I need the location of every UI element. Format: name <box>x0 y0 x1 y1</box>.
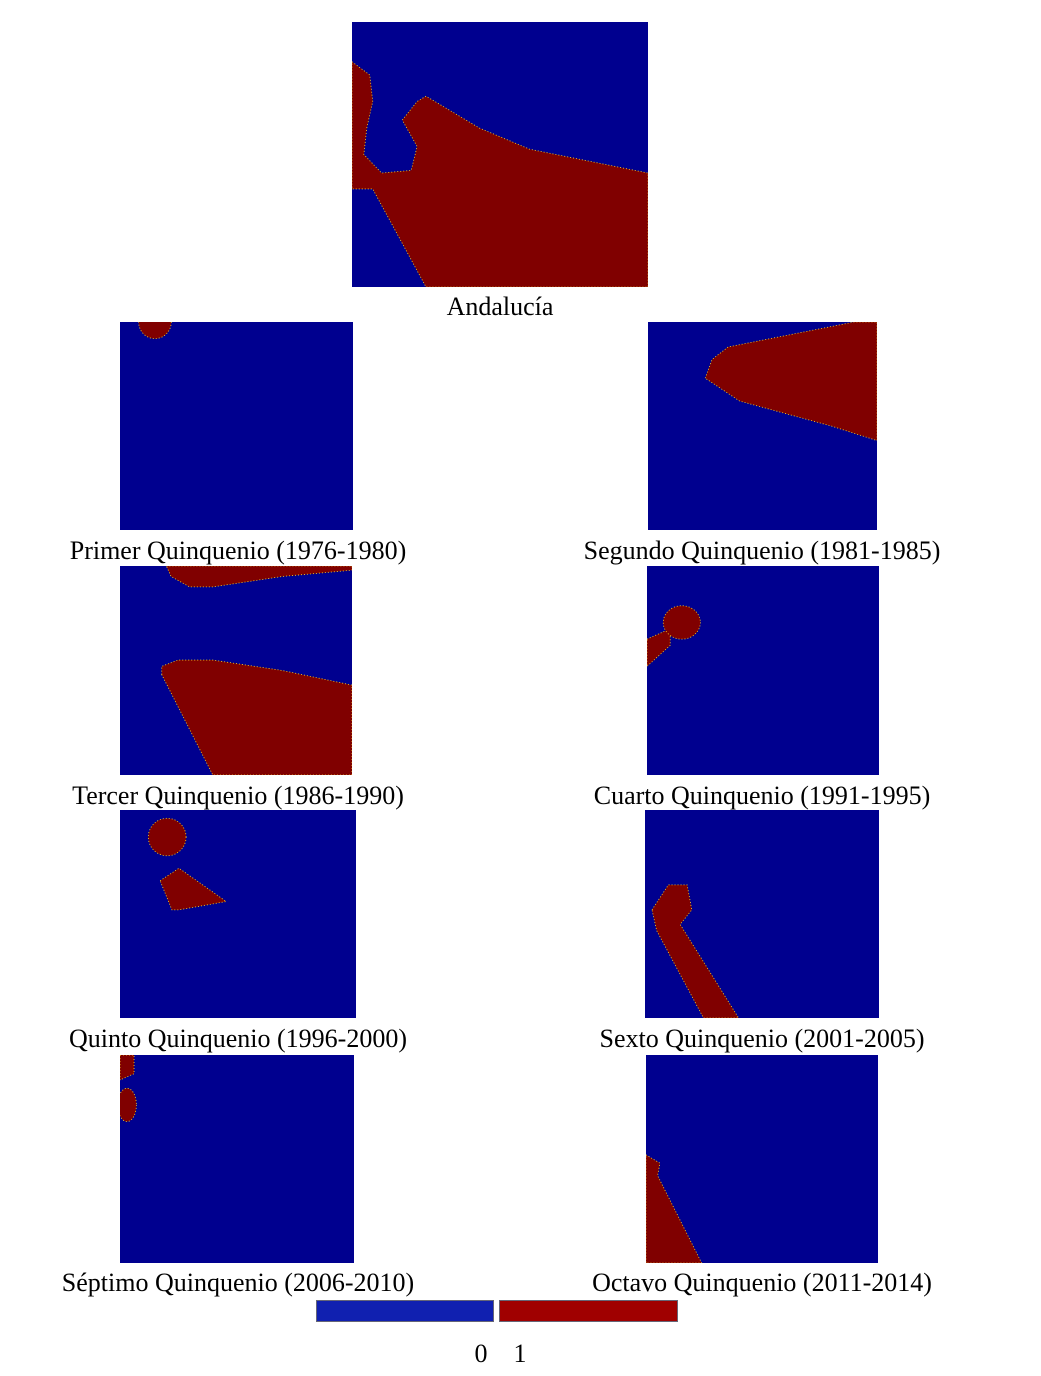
map-panel <box>120 322 353 530</box>
panel-label: Quinto Quinquenio (1996-2000) <box>69 1024 407 1053</box>
map-panel <box>647 566 879 775</box>
legend-label: 1 <box>513 1339 527 1368</box>
legend-swatch <box>316 1300 494 1322</box>
legend-swatch <box>499 1300 678 1322</box>
map-panel <box>120 1055 354 1263</box>
map-panel <box>120 810 356 1018</box>
map-panel <box>120 566 352 775</box>
panel-label: Segundo Quinquenio (1981-1985) <box>583 536 941 565</box>
panel-label: Primer Quinquenio (1976-1980) <box>69 536 407 565</box>
map-panel <box>352 22 648 287</box>
panel-label: Séptimo Quinquenio (2006-2010) <box>61 1268 415 1297</box>
map-panel <box>646 1055 878 1263</box>
map-panel <box>648 322 877 530</box>
panel-label: Tercer Quinquenio (1986-1990) <box>72 781 404 810</box>
panel-label: Cuarto Quinquenio (1991-1995) <box>593 781 931 810</box>
legend-label: 0 <box>474 1339 488 1368</box>
map-panel <box>645 810 879 1018</box>
panel-label: Sexto Quinquenio (2001-2005) <box>599 1024 925 1053</box>
panel-label: Octavo Quinquenio (2011-2014) <box>592 1268 932 1297</box>
panel-label: Andalucía <box>446 292 554 321</box>
